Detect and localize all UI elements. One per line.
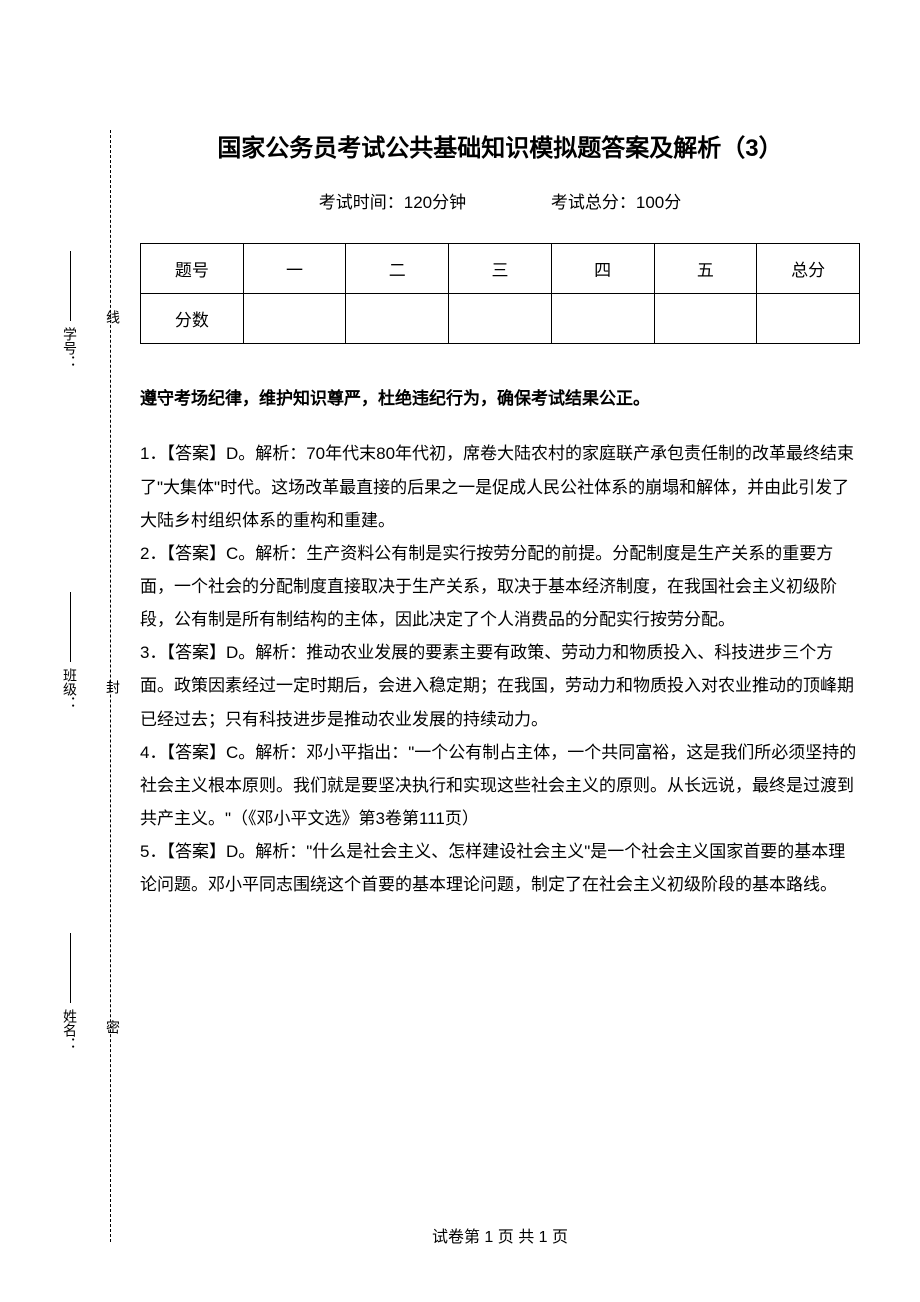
- table-header-cell: 一: [243, 244, 346, 294]
- table-score-cell: [551, 294, 654, 344]
- exam-title: 国家公务员考试公共基础知识模拟题答案及解析（3）: [140, 130, 860, 168]
- table-score-cell: [654, 294, 757, 344]
- name-field: 姓名：: [60, 933, 80, 1051]
- integrity-notice: 遵守考场纪律，维护知识尊严，杜绝违纪行为，确保考试结果公正。: [140, 384, 860, 409]
- table-score-cell: [449, 294, 552, 344]
- answers-section: 1．【答案】D。解析：70年代末80年代初，席卷大陆农村的家庭联产承包责任制的改…: [140, 437, 860, 901]
- score-table: 题号 一 二 三 四 五 总分 分数: [140, 243, 860, 344]
- table-score-cell: [243, 294, 346, 344]
- table-header-cell: 五: [654, 244, 757, 294]
- exam-info: 考试时间：120分钟 考试总分：100分: [140, 188, 860, 213]
- exam-duration: 考试时间：120分钟: [319, 188, 466, 213]
- binding-marker-seal: 封: [103, 680, 123, 694]
- class-label: 班级：: [60, 668, 80, 710]
- student-id-field: 学号：: [60, 251, 80, 369]
- binding-marker-secret: 密: [103, 1020, 123, 1034]
- student-id-label: 学号：: [60, 327, 80, 369]
- answer-item: 4．【答案】C。解析：邓小平指出："一个公有制占主体，一个共同富裕，这是我们所必…: [140, 736, 860, 835]
- table-score-row: 分数: [141, 294, 860, 344]
- answer-item: 2．【答案】C。解析：生产资料公有制是实行按劳分配的前提。分配制度是生产关系的重…: [140, 537, 860, 636]
- table-header-cell: 题号: [141, 244, 244, 294]
- binding-marker-line: 线: [103, 310, 123, 324]
- answer-item: 5．【答案】D。解析："什么是社会主义、怎样建设社会主义"是一个社会主义国家首要…: [140, 835, 860, 901]
- class-field: 班级：: [60, 592, 80, 710]
- table-header-cell: 二: [346, 244, 449, 294]
- table-score-cell: [757, 294, 860, 344]
- exam-total-score: 考试总分：100分: [551, 188, 681, 213]
- answer-item: 1．【答案】D。解析：70年代末80年代初，席卷大陆农村的家庭联产承包责任制的改…: [140, 437, 860, 536]
- answer-item: 3．【答案】D。解析：推动农业发展的要素主要有政策、劳动力和物质投入、科技进步三…: [140, 636, 860, 735]
- page-footer: 试卷第 1 页 共 1 页: [140, 1223, 860, 1247]
- table-header-cell: 总分: [757, 244, 860, 294]
- table-header-cell: 四: [551, 244, 654, 294]
- name-label: 姓名：: [60, 1009, 80, 1051]
- binding-field-labels: 学号： 班级： 姓名：: [60, 140, 80, 1162]
- table-score-label: 分数: [141, 294, 244, 344]
- table-header-cell: 三: [449, 244, 552, 294]
- table-score-cell: [346, 294, 449, 344]
- main-content: 国家公务员考试公共基础知识模拟题答案及解析（3） 考试时间：120分钟 考试总分…: [140, 130, 860, 901]
- table-header-row: 题号 一 二 三 四 五 总分: [141, 244, 860, 294]
